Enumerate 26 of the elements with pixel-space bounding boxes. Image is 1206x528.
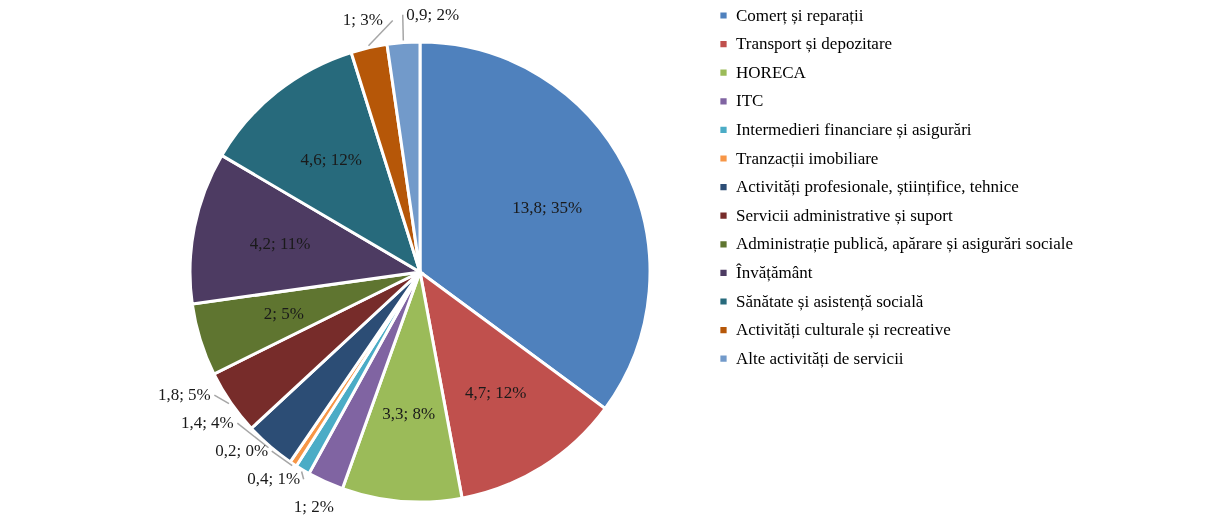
data-label: 4,6; 12% — [300, 150, 362, 170]
data-label: 0,9; 2% — [406, 4, 460, 24]
data-label: 4,2; 11% — [249, 234, 311, 254]
legend-label: HORECA — [736, 62, 807, 82]
legend-label: Alte activități de servicii — [736, 348, 904, 368]
legend-label: Intermedieri financiare și asigurări — [736, 119, 972, 139]
data-label: 13,8; 35% — [512, 197, 583, 217]
data-label: 2; 5% — [263, 304, 304, 324]
legend-label: ITC — [736, 91, 764, 111]
legend-label: Sănătate și asistență socială — [736, 291, 924, 311]
data-label: 0,4; 1% — [247, 469, 301, 489]
data-label: 4,7; 12% — [465, 382, 527, 402]
data-label: 1,4; 4% — [180, 413, 234, 433]
data-label: 3,3; 8% — [382, 404, 436, 424]
legend-label: Activități profesionale, științifice, tehnice — [736, 177, 1019, 197]
legend-label: Învățământ — [736, 262, 813, 282]
data-label: 1,8; 5% — [157, 385, 211, 405]
legend-label: Administrație publică, apărare și asigurări sociale — [736, 234, 1074, 254]
legend-label: Activități culturale și recreative — [736, 320, 951, 340]
legend-label: Tranzacții imobiliare — [736, 148, 879, 168]
legend-label: Servicii administrative și suport — [736, 205, 953, 225]
data-label: 1; 2% — [293, 497, 334, 517]
legend-label: Comerț și reparații — [736, 5, 864, 25]
data-label: 1; 3% — [342, 10, 383, 30]
legend-label: Transport și depozitare — [736, 34, 893, 54]
data-label: 0,2; 0% — [215, 441, 269, 461]
